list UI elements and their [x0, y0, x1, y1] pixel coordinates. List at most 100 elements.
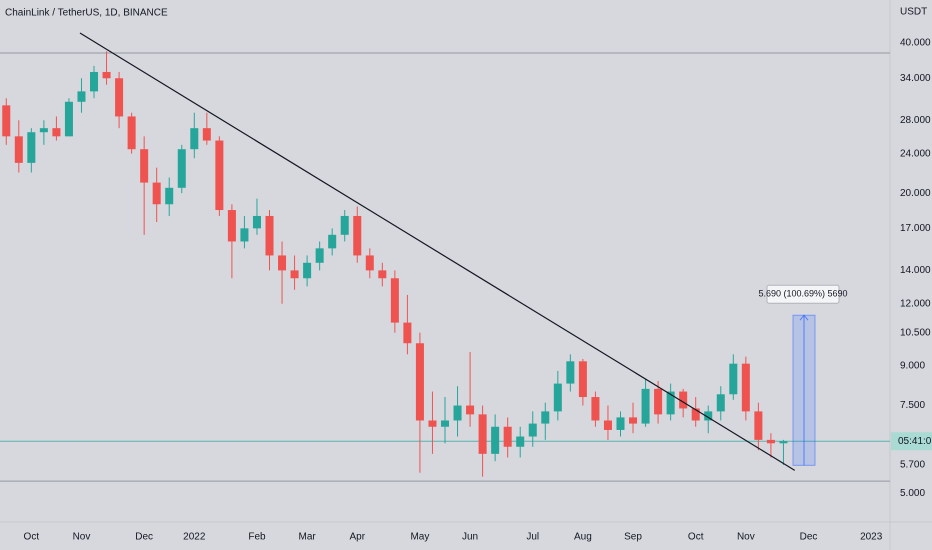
y-tick-label: 20.000 [900, 188, 931, 199]
x-tick-label: Jun [462, 532, 478, 543]
x-tick-label: Oct [688, 532, 704, 543]
candle-body [202, 128, 211, 141]
candle-body [102, 71, 111, 79]
y-tick-label: 5.000 [900, 488, 925, 499]
y-axis-label: USDT [900, 7, 927, 18]
candle-body [466, 405, 475, 415]
candle-body [503, 426, 512, 447]
candle-body [478, 414, 487, 454]
candle-body [578, 361, 587, 398]
y-tick-label: 14.000 [900, 265, 931, 276]
candle-body [729, 363, 738, 395]
candle-body [240, 228, 249, 242]
candle-body [415, 343, 424, 421]
y-tick-label: 10.500 [900, 327, 931, 338]
x-tick-label: Nov [737, 532, 755, 543]
candle-body [215, 140, 224, 211]
candle-body [90, 71, 99, 92]
candle-body [227, 210, 236, 242]
candle-body [704, 411, 713, 421]
y-tick-label: 17.000 [900, 223, 931, 234]
y-tick-label: 9.000 [900, 361, 925, 372]
price-range-arrowhead [799, 314, 809, 321]
x-tick-label: Dec [135, 532, 153, 543]
candle-body [252, 215, 261, 229]
y-tick-label: 28.000 [900, 115, 931, 126]
candle-body [140, 149, 149, 183]
candle-body [39, 128, 48, 133]
price-range-label-bg [766, 284, 840, 304]
candle-body [378, 270, 387, 279]
candle-body [52, 128, 61, 137]
candle-body [591, 397, 600, 421]
trendline [79, 32, 796, 471]
candle-body [641, 388, 650, 424]
candle-body [278, 255, 287, 271]
candle-body [679, 391, 688, 409]
candle-body [177, 149, 186, 188]
candle-body [390, 278, 399, 323]
candle-body [365, 255, 374, 271]
candle-body [2, 105, 11, 137]
countdown: 05:41:07 [898, 436, 932, 447]
candle-body [315, 248, 324, 263]
x-tick-label: Sep [624, 532, 642, 543]
y-tick-label: 40.000 [900, 38, 931, 49]
candle-body [115, 78, 124, 117]
candle-body [491, 426, 500, 454]
candle-body [754, 411, 763, 440]
candle-body [553, 383, 562, 412]
candle-body [766, 439, 775, 444]
candle-body [691, 408, 700, 421]
y-tick-label: 34.000 [900, 73, 931, 84]
candle-body [340, 215, 349, 235]
y-tick-label: 12.000 [900, 298, 931, 309]
candle-body [516, 436, 525, 447]
candle-body [779, 441, 788, 444]
x-tick-label: Nov [73, 532, 91, 543]
candle-body [190, 128, 199, 150]
x-tick-label: Feb [248, 532, 266, 543]
x-tick-label: Mar [298, 532, 316, 543]
candle-body [403, 322, 412, 344]
x-tick-label: Aug [574, 532, 592, 543]
candle-body [152, 182, 161, 205]
y-tick-label: 24.000 [900, 148, 931, 159]
candle-body [654, 388, 663, 415]
candle-body [616, 417, 625, 430]
candle-body [440, 420, 450, 427]
candle-body [265, 215, 274, 256]
x-tick-label: May [410, 532, 429, 543]
candle-body [64, 101, 73, 137]
candle-body [328, 234, 337, 249]
x-tick-label: Oct [24, 532, 40, 543]
countdown-bg [891, 432, 932, 451]
candle-body [77, 91, 86, 102]
candle-body [741, 363, 750, 412]
chart-title: ChainLink / TetherUS, 1D, BINANCE [5, 8, 168, 19]
candle-body [27, 132, 36, 163]
candle-body [165, 187, 174, 205]
candle-body [541, 411, 550, 424]
candle-body [453, 405, 462, 421]
candle-body [303, 262, 312, 279]
x-tick-label: Jul [526, 532, 539, 543]
candle-body [629, 417, 638, 424]
candle-body [290, 270, 299, 279]
candle-body [566, 361, 575, 384]
candle-body [716, 394, 725, 412]
price-range-label: 5.690 (100.69%) 5690 [758, 289, 847, 299]
candle-body [666, 391, 675, 415]
candle-body [528, 423, 537, 437]
candle-body [14, 136, 23, 163]
y-tick-label: 5.700 [900, 460, 925, 471]
candle-body [603, 420, 612, 430]
candle-body [127, 116, 136, 150]
x-tick-label: 2023 [860, 532, 883, 543]
candle-body [353, 215, 362, 256]
x-tick-label: 2022 [183, 532, 206, 543]
x-tick-label: Apr [349, 532, 365, 543]
